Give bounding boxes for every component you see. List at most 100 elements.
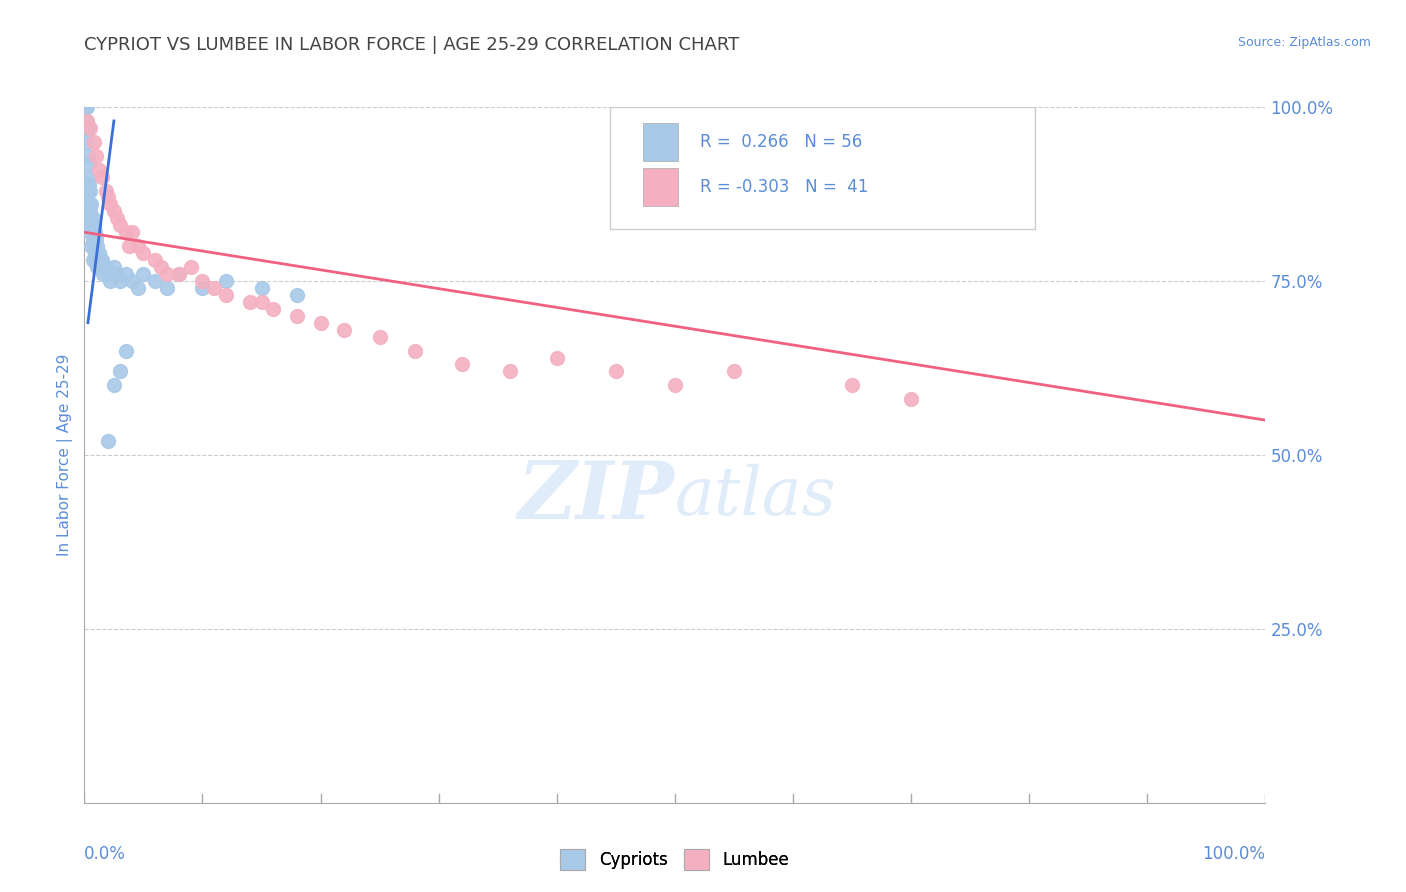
Point — [118, 239, 141, 253]
Point — [132, 267, 155, 281]
Point — [84, 149, 107, 163]
Point — [156, 281, 179, 295]
Point — [114, 343, 136, 358]
Point — [285, 288, 308, 302]
Point — [84, 232, 107, 246]
Point — [77, 169, 100, 184]
Point — [262, 301, 284, 316]
Point — [127, 239, 149, 253]
Point — [82, 211, 104, 226]
Point — [76, 114, 98, 128]
Point — [77, 120, 100, 135]
Point — [167, 267, 190, 281]
Point — [89, 253, 111, 268]
Point — [191, 281, 214, 295]
Point — [86, 260, 108, 274]
Point — [498, 364, 520, 378]
Point — [103, 378, 125, 392]
FancyBboxPatch shape — [610, 107, 1035, 229]
Point — [76, 135, 98, 149]
Point — [127, 281, 149, 295]
Text: Source: ZipAtlas.com: Source: ZipAtlas.com — [1237, 36, 1371, 49]
Point — [191, 274, 214, 288]
Legend: Cypriots, Lumbee: Cypriots, Lumbee — [553, 841, 797, 878]
Point — [103, 260, 125, 274]
Text: ZIP: ZIP — [517, 458, 675, 535]
Point — [180, 260, 202, 274]
Point — [94, 260, 117, 274]
Point — [83, 219, 105, 233]
Point — [664, 378, 686, 392]
Text: R = -0.303   N =  41: R = -0.303 N = 41 — [700, 178, 868, 196]
Point — [215, 274, 238, 288]
FancyBboxPatch shape — [643, 168, 679, 206]
Point — [79, 120, 101, 135]
Point — [82, 253, 104, 268]
Point — [76, 100, 98, 114]
Point — [108, 274, 131, 288]
Text: CYPRIOT VS LUMBEE IN LABOR FORCE | AGE 25-29 CORRELATION CHART: CYPRIOT VS LUMBEE IN LABOR FORCE | AGE 2… — [84, 36, 740, 54]
Point — [75, 100, 97, 114]
Point — [91, 253, 114, 268]
Point — [368, 329, 391, 343]
Point — [250, 281, 273, 295]
Point — [114, 225, 136, 239]
Point — [91, 267, 114, 281]
Point — [86, 239, 108, 253]
Point — [77, 177, 100, 191]
Point — [80, 219, 103, 233]
Point — [107, 267, 129, 281]
Point — [94, 184, 117, 198]
Point — [97, 190, 120, 204]
Point — [91, 169, 114, 184]
Point — [79, 225, 101, 239]
Point — [121, 225, 143, 239]
Point — [79, 204, 101, 219]
Point — [250, 294, 273, 309]
Point — [97, 267, 120, 281]
Text: atlas: atlas — [675, 464, 837, 529]
Point — [900, 392, 922, 407]
Point — [79, 184, 101, 198]
Point — [77, 197, 100, 211]
Point — [77, 211, 100, 226]
Point — [143, 253, 166, 268]
Point — [841, 378, 863, 392]
Point — [82, 232, 104, 246]
Point — [404, 343, 426, 358]
Point — [150, 260, 173, 274]
Point — [98, 274, 121, 288]
Point — [202, 281, 225, 295]
Point — [97, 434, 120, 448]
Point — [80, 239, 103, 253]
Point — [309, 316, 332, 330]
Point — [83, 239, 105, 253]
Point — [87, 246, 110, 260]
Point — [98, 197, 121, 211]
Point — [84, 225, 107, 239]
Point — [90, 260, 112, 274]
Point — [605, 364, 627, 378]
Point — [107, 211, 129, 226]
Y-axis label: In Labor Force | Age 25-29: In Labor Force | Age 25-29 — [58, 354, 73, 556]
Point — [723, 364, 745, 378]
Point — [87, 162, 110, 177]
Point — [114, 267, 136, 281]
Point — [108, 364, 131, 378]
Point — [546, 351, 568, 365]
Point — [103, 204, 125, 219]
Point — [75, 114, 97, 128]
Point — [143, 274, 166, 288]
Text: 0.0%: 0.0% — [84, 845, 127, 863]
Point — [451, 358, 474, 372]
Point — [333, 323, 356, 337]
Point — [156, 267, 179, 281]
Text: R =  0.266   N = 56: R = 0.266 N = 56 — [700, 133, 862, 151]
Point — [84, 253, 107, 268]
Point — [77, 184, 100, 198]
Point — [239, 294, 262, 309]
Point — [285, 309, 308, 323]
Point — [84, 246, 107, 260]
Point — [76, 120, 98, 135]
Text: 100.0%: 100.0% — [1202, 845, 1265, 863]
